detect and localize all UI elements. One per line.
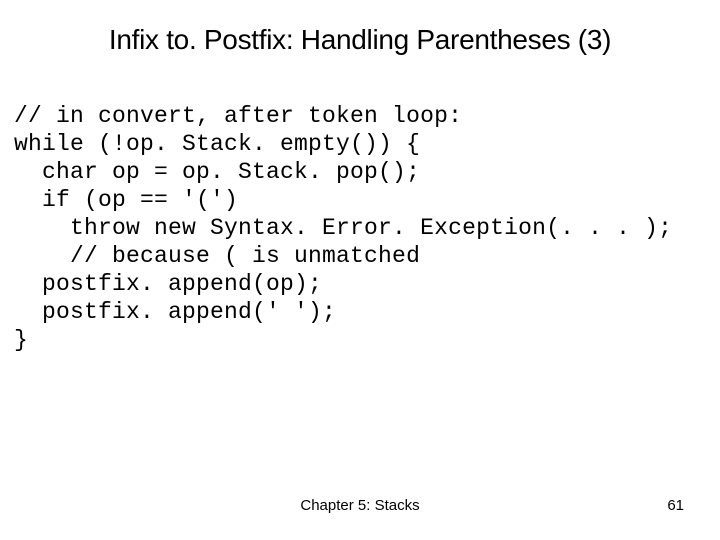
code-line: if (op == '(') (14, 187, 238, 213)
code-block: // in convert, after token loop: while (… (14, 74, 672, 354)
code-line: // in convert, after token loop: (14, 103, 462, 129)
slide-title: Infix to. Postfix: Handling Parentheses … (0, 24, 720, 56)
slide: Infix to. Postfix: Handling Parentheses … (0, 0, 720, 540)
footer-chapter: Chapter 5: Stacks (0, 497, 720, 514)
code-line: } (14, 327, 28, 353)
code-line: postfix. append(' '); (14, 299, 336, 325)
footer-page-number: 61 (667, 497, 684, 514)
code-line: while (!op. Stack. empty()) { (14, 131, 420, 157)
code-line: // because ( is unmatched (14, 243, 420, 269)
code-line: char op = op. Stack. pop(); (14, 159, 420, 185)
code-line: throw new Syntax. Error. Exception(. . .… (14, 215, 672, 241)
code-line: postfix. append(op); (14, 271, 322, 297)
